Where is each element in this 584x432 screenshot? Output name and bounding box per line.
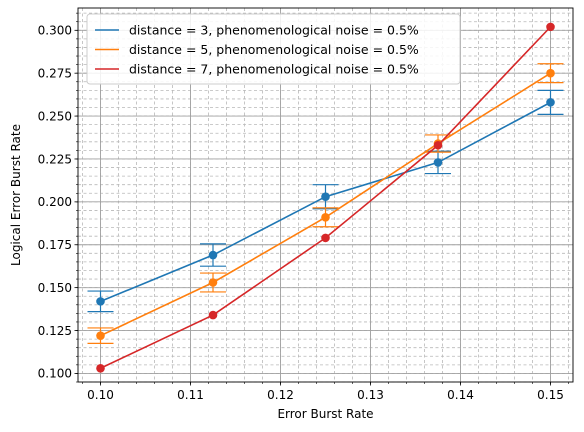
y-axis: 0.100 0.125 0.150 0.175 0.200 0.225 0.250 0.275…: [38, 12, 78, 383]
data-point: [96, 363, 105, 373]
plot-frame: [77, 7, 574, 383]
x-tick-label: 0.13: [357, 388, 384, 402]
data-point: [96, 331, 105, 340]
data-point: [546, 68, 555, 78]
data-point: [546, 98, 555, 107]
y-tick-label: 0.200: [38, 195, 72, 209]
series-3: [96, 22, 555, 373]
x-tick-label: 0.15: [537, 388, 564, 402]
data-point: [433, 158, 443, 167]
x-tick-label: 0.12: [267, 388, 294, 402]
y-tick-label: 0.100: [38, 367, 72, 381]
data-point: [208, 250, 218, 260]
series-layer: [87, 22, 564, 373]
legend-entry: distance = 7, phenomenological noise = 0…: [129, 62, 419, 77]
y-tick-label: 0.125: [38, 324, 72, 338]
data-point: [321, 233, 330, 243]
data-point: [433, 140, 443, 150]
series-1: [87, 89, 564, 313]
legend: distance = 3, phenomenological noise = 0…: [86, 13, 461, 85]
y-tick-label: 0.275: [38, 66, 72, 80]
data-point: [321, 213, 330, 222]
x-tick-label: 0.14: [447, 388, 474, 402]
x-tick-label: 0.11: [177, 388, 204, 402]
y-tick-label: 0.300: [38, 24, 72, 38]
data-point: [96, 297, 105, 306]
y-axis-label: Logical Error Burst Rate: [9, 124, 23, 266]
y-tick-label: 0.150: [38, 281, 72, 295]
data-point: [208, 278, 218, 287]
data-point: [321, 192, 330, 202]
legend-entry: distance = 5, phenomenological noise = 0…: [129, 42, 419, 57]
legend-entry: distance = 3, phenomenological noise = 0…: [129, 23, 419, 38]
y-tick-label: 0.225: [38, 152, 72, 166]
y-tick-label: 0.175: [38, 238, 72, 252]
legend-box: [86, 13, 461, 85]
x-tick-label: 0.10: [87, 388, 114, 402]
x-axis-label: Error Burst Rate: [277, 407, 373, 421]
y-tick-label: 0.250: [38, 109, 72, 123]
x-axis: 0.10 0.11 0.12 0.13 0.14 0.15: [82, 382, 569, 402]
data-point: [208, 310, 218, 320]
data-point: [546, 22, 555, 32]
